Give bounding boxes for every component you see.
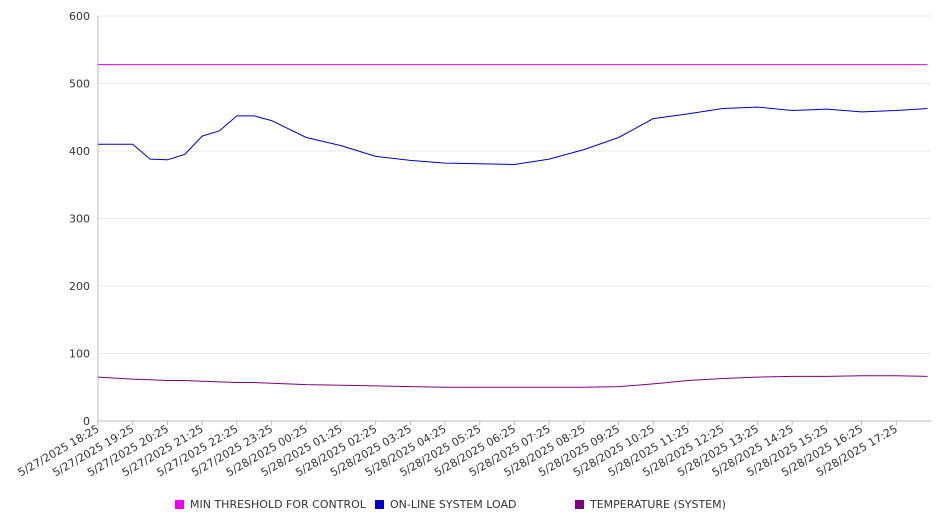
legend-item[interactable]: MIN THRESHOLD FOR CONTROL xyxy=(175,498,366,511)
legend-swatch xyxy=(175,500,184,509)
grid-lines xyxy=(98,15,931,422)
x-axis: 5/27/2025 18:255/27/2025 19:255/27/2025 … xyxy=(16,420,931,479)
legend-label: MIN THRESHOLD FOR CONTROL xyxy=(190,498,366,511)
legend-item[interactable]: ON-LINE SYSTEM LOAD xyxy=(375,498,516,511)
legend-label: ON-LINE SYSTEM LOAD xyxy=(390,498,517,511)
legend-item[interactable]: TEMPERATURE (SYSTEM) xyxy=(575,498,726,511)
y-tick-label: 300 xyxy=(69,213,90,226)
legend-swatch xyxy=(575,500,584,509)
series-line-1 xyxy=(98,106,928,165)
series-line-2 xyxy=(97,375,928,388)
y-tick-label: 600 xyxy=(69,10,90,23)
y-tick-label: 200 xyxy=(69,280,90,293)
series-lines xyxy=(97,64,928,388)
y-tick-label: 500 xyxy=(69,78,90,91)
y-tick-label: 400 xyxy=(69,145,90,158)
legend-label: TEMPERATURE (SYSTEM) xyxy=(590,498,726,511)
chart-legend: MIN THRESHOLD FOR CONTROL ON-LINE SYSTEM … xyxy=(0,498,946,518)
y-tick-label: 100 xyxy=(69,348,90,361)
y-axis: 0 100 200 300 400 500 600 xyxy=(69,10,99,428)
y-tick-label: 0 xyxy=(83,415,90,428)
legend-swatch xyxy=(375,500,384,509)
